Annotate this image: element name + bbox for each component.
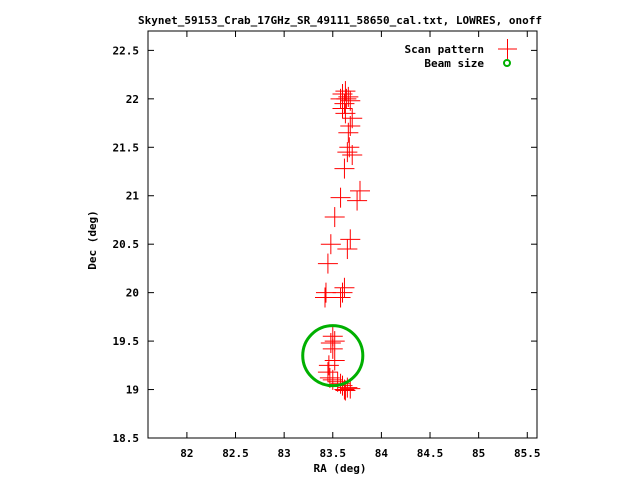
- y-tick-label: 21.5: [113, 141, 140, 154]
- scan-point: [334, 277, 355, 298]
- x-tick-label: 82.5: [222, 447, 249, 460]
- scan-point: [330, 187, 351, 208]
- scan-point: [320, 234, 341, 255]
- scan-point: [340, 229, 361, 250]
- scan-point: [337, 142, 358, 163]
- x-tick-label: 84.5: [417, 447, 444, 460]
- scan-point: [335, 103, 356, 124]
- scan-point: [342, 145, 363, 166]
- plot-area-border: [147, 30, 538, 439]
- scan-point: [327, 371, 348, 392]
- y-tick-label: 19: [126, 384, 139, 397]
- x-axis: 82 82.5 83 83.5 84 84.5 85 85.5: [180, 31, 541, 460]
- legend-label-beam-size: Beam size: [424, 57, 484, 70]
- scan-point: [322, 326, 343, 347]
- scan-point: [317, 253, 338, 274]
- scan-point: [335, 81, 356, 102]
- y-tick-label: 22.5: [113, 44, 140, 57]
- scan-point: [318, 355, 339, 376]
- legend-marker-scan-pattern: [498, 39, 517, 59]
- x-tick-label: 83: [278, 447, 291, 460]
- x-tick-label: 83.5: [320, 447, 347, 460]
- scan-point: [332, 83, 353, 104]
- x-tick-label: 85: [472, 447, 485, 460]
- scan-point: [315, 282, 336, 303]
- scan-point: [340, 115, 361, 136]
- y-tick-label: 20.5: [113, 238, 140, 251]
- y-tick-label: 21: [126, 190, 140, 203]
- scan-point: [338, 86, 359, 107]
- scan-point: [339, 137, 360, 158]
- scan-point: [337, 239, 358, 260]
- x-tick-label: 84: [375, 447, 389, 460]
- scan-point: [324, 207, 345, 228]
- y-tick-label: 19.5: [113, 335, 140, 348]
- legend-marker-beam-size: [503, 59, 511, 67]
- scan-point: [314, 287, 335, 308]
- scan-point: [330, 88, 351, 109]
- legend-label-scan-pattern: Scan pattern: [405, 43, 484, 56]
- beam-size-circle: [301, 324, 365, 388]
- x-tick-label: 85.5: [514, 447, 541, 460]
- scan-point: [340, 378, 361, 399]
- x-tick-label: 82: [180, 447, 193, 460]
- y-axis-label: Dec (deg): [86, 210, 99, 270]
- scan-point: [350, 180, 371, 201]
- y-tick-label: 20: [126, 287, 139, 300]
- y-axis: 18.5 19 19.5 20 20.5 21 21.5 22 22.5: [113, 44, 537, 445]
- scan-point: [334, 158, 355, 179]
- scan-point: [324, 331, 345, 352]
- chart-title: Skynet_59153_Crab_17GHz_SR_49111_58650_c…: [138, 14, 542, 27]
- data-layer: [301, 81, 371, 401]
- y-tick-label: 22: [126, 93, 139, 106]
- scan-point: [347, 190, 368, 211]
- y-tick-label: 18.5: [113, 432, 140, 445]
- x-axis-label: RA (deg): [314, 462, 367, 475]
- scan-point: [324, 350, 345, 371]
- legend: Scan pattern Beam size: [405, 39, 517, 70]
